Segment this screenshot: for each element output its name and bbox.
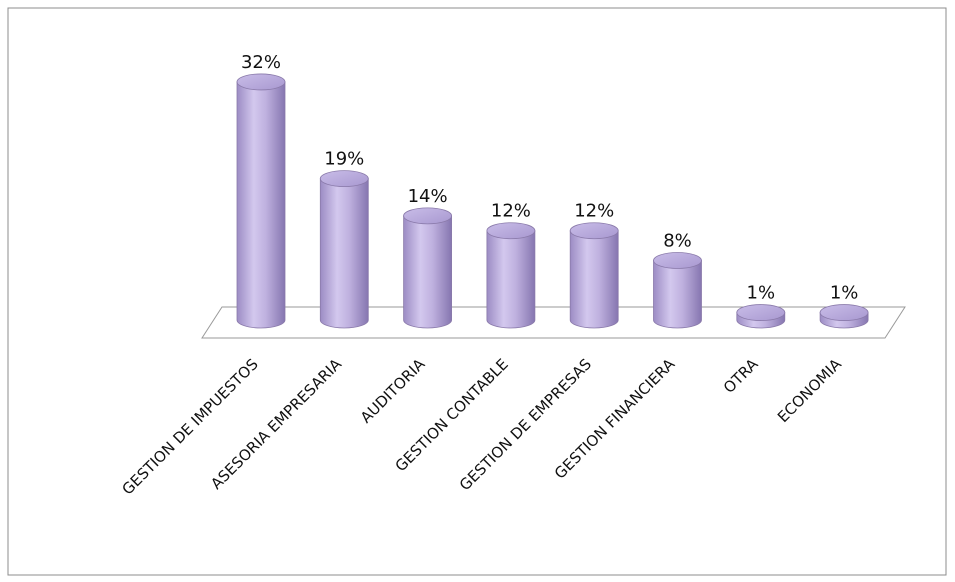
- bar-body: [569, 230, 619, 329]
- bar-body: [486, 230, 536, 329]
- value-label: 19%: [324, 149, 364, 170]
- bar-top: [819, 304, 869, 321]
- chart-border: [7, 7, 947, 576]
- bar-top: [653, 252, 702, 269]
- value-label: 32%: [241, 52, 281, 73]
- value-label: 12%: [574, 201, 614, 222]
- bar-body: [403, 215, 452, 329]
- value-label: 8%: [663, 230, 692, 251]
- value-labels-layer: 32% 19% 14% 12% 12% 8% 1% 1%: [241, 52, 858, 304]
- bar-top: [736, 304, 786, 321]
- bar-body: [319, 178, 369, 329]
- value-label: 14%: [408, 186, 448, 207]
- value-label: 1%: [830, 283, 859, 304]
- bar-4: [486, 222, 536, 329]
- bar-7: [736, 304, 786, 329]
- chart-floor: [201, 306, 906, 339]
- value-label: 12%: [491, 201, 531, 222]
- bar-2: [319, 170, 369, 329]
- bar-6: [653, 252, 702, 329]
- bars-layer: [236, 73, 869, 329]
- bar-body: [236, 81, 286, 329]
- bar-body: [653, 260, 702, 329]
- bar-top: [569, 222, 619, 240]
- bar-1: [236, 73, 286, 329]
- bar-top: [319, 170, 369, 188]
- bar-8: [819, 304, 869, 329]
- value-label: 1%: [747, 283, 776, 304]
- bar-top: [236, 73, 286, 91]
- bar-3: [403, 207, 453, 329]
- bar-top: [403, 207, 453, 225]
- bar-top: [486, 222, 536, 240]
- bar-5: [569, 222, 619, 329]
